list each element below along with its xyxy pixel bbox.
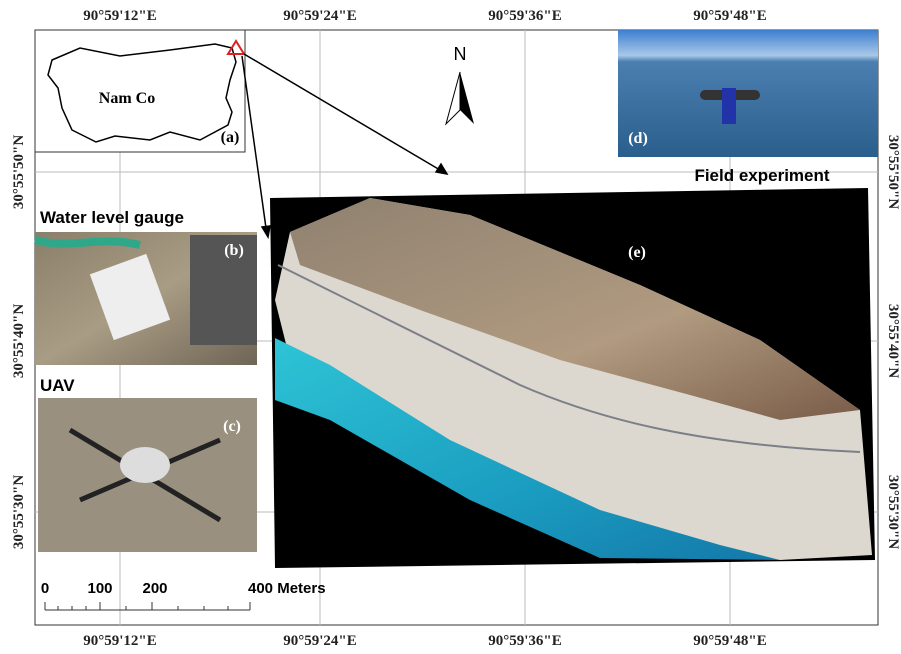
- panel-tag: (d): [628, 130, 648, 147]
- scale-bar: [44, 602, 251, 611]
- photo-detail: [33, 236, 141, 249]
- coordinate-label: 30°55'30"N: [11, 475, 27, 549]
- panel-title: Water level gauge: [40, 208, 184, 227]
- coordinate-label: 90°59'48"E: [693, 8, 767, 24]
- coordinate-labels: 90°59'12"E 90°59'12"E 90°59'24"E 90°59'24"E…: [11, 8, 901, 649]
- coordinate-label: 30°55'50"N: [885, 135, 901, 209]
- coordinate-label: 30°55'30"N: [885, 475, 901, 549]
- coordinate-label: 30°55'50"N: [11, 135, 27, 209]
- coordinate-label: 90°59'12"E: [83, 8, 157, 24]
- orthophoto: [270, 188, 875, 568]
- north-label: N: [454, 44, 467, 64]
- scale-label: 400 Meters: [248, 580, 326, 597]
- coordinate-label: 90°59'12"E: [83, 633, 157, 649]
- lake-outline: [47, 43, 237, 143]
- panel-title: UAV: [40, 376, 75, 395]
- site-marker: [226, 39, 246, 55]
- coordinate-label: 90°59'48"E: [693, 633, 767, 649]
- scale-label: 100: [87, 580, 112, 597]
- north-arrow: N: [445, 44, 474, 126]
- photo-detail: [89, 253, 171, 341]
- scale-label: 0: [41, 580, 49, 597]
- coordinate-label: 90°59'36"E: [488, 8, 562, 24]
- lake-name: Nam Co: [99, 90, 155, 107]
- coordinate-label: 90°59'24"E: [283, 633, 357, 649]
- panel-tag: (c): [223, 418, 241, 435]
- photo-detail: [120, 447, 170, 483]
- coordinate-label: 90°59'24"E: [283, 8, 357, 24]
- photo-detail: [722, 88, 736, 124]
- leader-arrows: [241, 53, 449, 240]
- panel-tag: (a): [221, 129, 240, 146]
- panel-title: Field experiment: [694, 166, 829, 185]
- photo-detail: [190, 235, 257, 345]
- panel-tag: (e): [628, 244, 646, 261]
- coordinate-label: 90°59'36"E: [488, 633, 562, 649]
- panel-tag: (b): [224, 242, 244, 259]
- coordinate-label: 30°55'40"N: [11, 304, 27, 378]
- coordinate-label: 30°55'40"N: [885, 304, 901, 378]
- scale-label: 200: [142, 580, 167, 597]
